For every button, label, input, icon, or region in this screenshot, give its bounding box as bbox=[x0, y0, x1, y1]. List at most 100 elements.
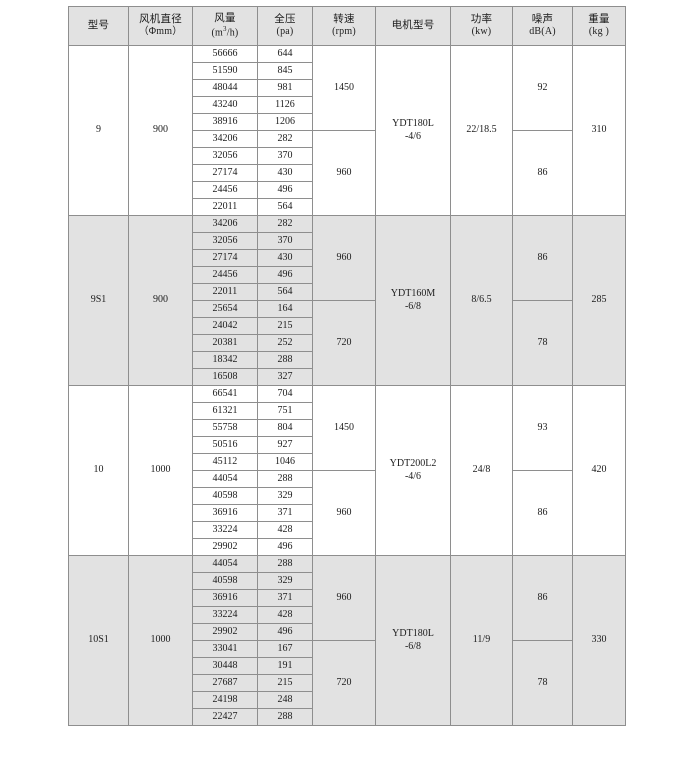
cell-airflow: 22011 bbox=[192, 198, 258, 216]
table-row: 9 900 56666 644 1450 YDT180L -4/6 22/18.5 92 310 bbox=[68, 45, 626, 216]
cell-noise-high: 86 bbox=[512, 215, 573, 301]
column-header-speed-line2: (rpm) bbox=[332, 26, 356, 38]
column-header-noise: 噪声 dB(A) bbox=[512, 6, 573, 46]
cell-diameter: 1000 bbox=[128, 555, 193, 726]
table-row: 16508 327 bbox=[69, 368, 626, 386]
header-row: 型号 风机直径 （Φmm） 风量 (m3/h) 全压 (pa) 转速 (rpm) 电机型号 功率 (k… bbox=[68, 6, 626, 46]
cell-pressure: 496 bbox=[257, 538, 313, 556]
table-row: 10S1 1000 44054 288 960 YDT180L -6/8 11/9 86 330 bbox=[68, 555, 626, 726]
cell-airflow: 24042 bbox=[192, 317, 258, 335]
table-row: 18342 288 bbox=[69, 351, 626, 369]
table-row: 30448 191 bbox=[69, 657, 626, 675]
column-header-speed: 转速 (rpm) bbox=[312, 6, 376, 46]
cell-pressure: 564 bbox=[257, 198, 313, 216]
cell-power: 22/18.5 bbox=[450, 45, 513, 216]
cell-pressure: 644 bbox=[257, 45, 313, 63]
cell-airflow: 50516 bbox=[192, 436, 258, 454]
table-row: 9S1 900 34206 282 960 YDT160M -6/8 8/6.5 86 285 bbox=[68, 215, 626, 386]
table-row: 22011 564 bbox=[69, 283, 626, 301]
cell-pressure: 428 bbox=[257, 606, 313, 624]
cell-pressure: 430 bbox=[257, 164, 313, 182]
cell-speed-high: 960 bbox=[312, 555, 376, 641]
table-row: 10 1000 66541 704 1450 YDT200L2 -4/6 24/8 93 420 bbox=[68, 385, 626, 556]
table-row: 29902 496 bbox=[69, 623, 626, 641]
cell-pressure: 430 bbox=[257, 249, 313, 267]
cell-airflow: 40598 bbox=[192, 572, 258, 590]
cell-model: 10S1 bbox=[68, 555, 129, 726]
column-header-speed-line1: 转速 bbox=[333, 13, 355, 26]
cell-airflow: 34206 bbox=[192, 130, 258, 148]
cell-pressure: 371 bbox=[257, 504, 313, 522]
cell-airflow: 48044 bbox=[192, 79, 258, 97]
column-header-noise-line1: 噪声 bbox=[531, 13, 554, 26]
cell-airflow: 66541 bbox=[192, 385, 258, 403]
cell-pressure: 496 bbox=[257, 181, 313, 199]
cell-motor-model: YDT160M -6/8 bbox=[375, 215, 451, 386]
cell-weight: 285 bbox=[572, 215, 626, 386]
cell-pressure: 1206 bbox=[257, 113, 313, 131]
cell-pressure: 215 bbox=[257, 674, 313, 692]
cell-pressure: 804 bbox=[257, 419, 313, 437]
cell-pressure: 496 bbox=[257, 623, 313, 641]
table-row: 29902 496 bbox=[69, 538, 626, 556]
cell-motor-model-line1: YDT160M bbox=[390, 288, 436, 299]
table-row: 22427 288 bbox=[69, 708, 626, 726]
cell-motor-model-line1: YDT180L bbox=[392, 118, 434, 129]
table-row: 33224 428 bbox=[69, 521, 626, 539]
cell-noise-high: 93 bbox=[512, 385, 573, 471]
cell-airflow: 34206 bbox=[192, 215, 258, 233]
cell-pressure: 282 bbox=[257, 215, 313, 233]
table-row: 36916 371 bbox=[69, 589, 626, 607]
cell-motor-model-line2: -4/6 bbox=[404, 470, 422, 482]
cell-airflow: 51590 bbox=[192, 62, 258, 80]
cell-airflow: 36916 bbox=[192, 504, 258, 522]
cell-weight: 330 bbox=[572, 555, 626, 726]
cell-airflow: 40598 bbox=[192, 487, 258, 505]
cell-pressure: 1046 bbox=[257, 453, 313, 471]
table-row: 33224 428 bbox=[69, 606, 626, 624]
cell-noise-low: 78 bbox=[512, 300, 573, 386]
cell-pressure: 327 bbox=[257, 368, 313, 386]
cell-power: 24/8 bbox=[450, 385, 513, 556]
cell-airflow: 24198 bbox=[192, 691, 258, 709]
cell-pressure: 370 bbox=[257, 147, 313, 165]
column-header-motor-model: 电机型号 bbox=[375, 6, 451, 46]
column-header-diameter: 风机直径 （Φmm） bbox=[128, 6, 193, 46]
cell-model: 10 bbox=[68, 385, 129, 556]
cell-airflow: 32056 bbox=[192, 232, 258, 250]
cell-motor-model-line2: -6/8 bbox=[404, 300, 422, 312]
cell-motor-model: YDT180L -6/8 bbox=[375, 555, 451, 726]
column-header-airflow-line2: (m3/h) bbox=[211, 25, 239, 39]
cell-airflow: 56666 bbox=[192, 45, 258, 63]
cell-noise-high: 86 bbox=[512, 555, 573, 641]
cell-airflow: 33041 bbox=[192, 640, 258, 658]
cell-diameter: 900 bbox=[128, 45, 193, 216]
cell-airflow: 22011 bbox=[192, 283, 258, 301]
cell-motor-model-line1: YDT200L2 bbox=[389, 458, 437, 469]
column-header-pressure-line1: 全压 bbox=[274, 13, 296, 26]
column-header-model-line1: 型号 bbox=[87, 19, 110, 32]
cell-airflow: 32056 bbox=[192, 147, 258, 165]
column-header-airflow-line1: 风量 bbox=[214, 12, 236, 25]
table-row: 22011 564 bbox=[69, 198, 626, 216]
cell-airflow: 38916 bbox=[192, 113, 258, 131]
cell-motor-model-line1: YDT180L bbox=[392, 628, 434, 639]
cell-pressure: 329 bbox=[257, 572, 313, 590]
cell-pressure: 288 bbox=[257, 555, 313, 573]
table-body: 9 900 56666 644 1450 YDT180L -4/6 22/18.5 92 310 5… bbox=[68, 45, 626, 726]
cell-weight: 420 bbox=[572, 385, 626, 556]
cell-airflow: 20381 bbox=[192, 334, 258, 352]
cell-motor-model: YDT200L2 -4/6 bbox=[375, 385, 451, 556]
cell-airflow: 18342 bbox=[192, 351, 258, 369]
cell-pressure: 845 bbox=[257, 62, 313, 80]
cell-airflow: 33224 bbox=[192, 521, 258, 539]
cell-airflow: 24456 bbox=[192, 266, 258, 284]
table-row: 27687 215 bbox=[69, 674, 626, 692]
table-row: 48044 981 bbox=[69, 79, 626, 97]
cell-airflow: 22427 bbox=[192, 708, 258, 726]
table-row: 38916 1206 bbox=[69, 113, 626, 131]
cell-noise-low: 78 bbox=[512, 640, 573, 726]
cell-power: 8/6.5 bbox=[450, 215, 513, 386]
cell-pressure: 252 bbox=[257, 334, 313, 352]
table-row: 27174 430 bbox=[69, 164, 626, 182]
